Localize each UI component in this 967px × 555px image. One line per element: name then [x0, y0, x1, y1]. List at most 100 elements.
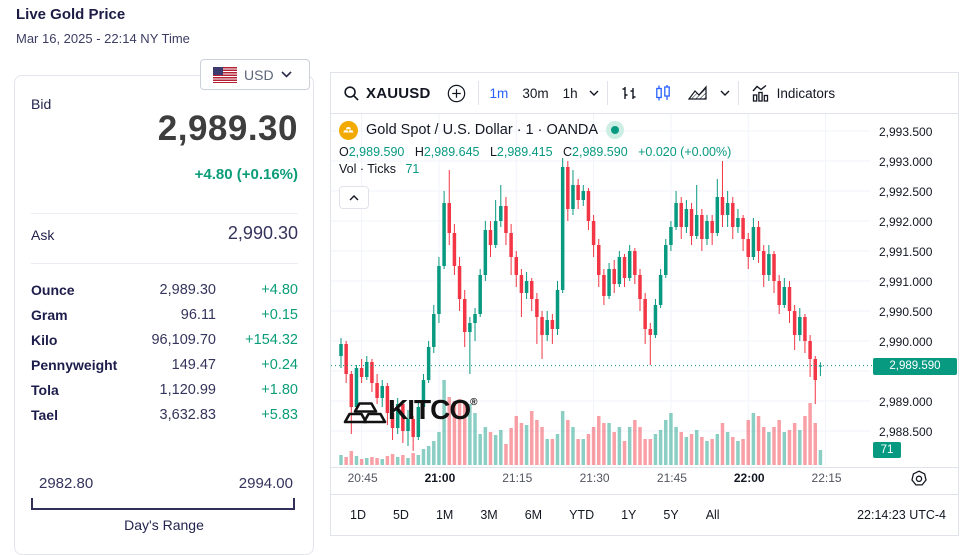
bar-style-bars-button[interactable] [612, 79, 646, 107]
interval-1h[interactable]: 1h [562, 85, 578, 101]
units-table-row: Tael 3,632.83 +5.83 [31, 407, 298, 432]
chevron-down-icon [589, 90, 599, 96]
unit-label: Tael [31, 407, 58, 423]
range-5Y[interactable]: 5Y [663, 508, 679, 522]
chevron-down-icon [720, 90, 730, 96]
quote-card: Bid 2,989.30 +4.80 (+0.16%) Ask 2,990.30… [14, 75, 314, 555]
area-chart-icon [687, 85, 707, 100]
compare-add-button[interactable] [439, 79, 474, 107]
units-table-row: Kilo 96,109.70 +154.32 [31, 332, 298, 357]
kitco-gold-bars-icon [343, 402, 387, 424]
ohlc-bars-icon [622, 87, 636, 99]
price-tick-2989: 2,989.000 [879, 395, 933, 409]
indicators-button[interactable]: Indicators [743, 79, 844, 107]
close-value: 2,989.590 [572, 145, 628, 159]
range-1M[interactable]: 1M [435, 508, 454, 522]
oanda-gold-logo-icon [339, 120, 358, 140]
unit-label: Ounce [31, 282, 75, 298]
price-tick-2991: 2,991.000 [879, 275, 933, 289]
bid-price: 2,989.30 [157, 109, 298, 148]
bar-style-candles-button[interactable] [646, 79, 680, 107]
price-tick-2990.5: 2,990.500 [879, 305, 933, 319]
unit-change: +0.24 [261, 357, 298, 373]
interval-1m[interactable]: 1m [489, 85, 509, 101]
divider [31, 263, 298, 264]
volume-row: Vol · Ticks 71 [339, 162, 738, 176]
volume-value: 71 [405, 162, 420, 176]
time-axis[interactable] [331, 467, 958, 495]
chevron-up-icon [349, 194, 359, 200]
unit-label: Kilo [31, 332, 58, 348]
legend-collapse-button[interactable] [339, 186, 369, 209]
time-tick-22:15: 22:15 [811, 471, 842, 485]
indicators-label: Indicators [776, 85, 836, 101]
page-title: Live Gold Price [16, 6, 126, 23]
price-tick-2993: 2,993.000 [879, 155, 933, 169]
symbol-search-button[interactable]: XAUUSD [335, 79, 439, 107]
range-1D[interactable]: 1D [350, 508, 366, 522]
registered-mark: ® [470, 397, 478, 408]
plus-circle-icon [447, 84, 465, 102]
candles-icon [655, 85, 670, 101]
market-status-icon[interactable] [606, 121, 625, 139]
divider [31, 213, 298, 214]
interval-30m[interactable]: 30m [522, 85, 549, 101]
us-flag-icon [213, 66, 237, 83]
day-range-bar [31, 498, 295, 510]
kitco-watermark: KITCO ® [342, 395, 477, 426]
price-tick-2992.5: 2,992.500 [879, 185, 933, 199]
unit-value: 149.47 [171, 357, 216, 373]
chart-panel: XAUUSD 1m 30m 1h [330, 72, 959, 536]
time-tick-21:00: 21:00 [424, 471, 456, 485]
unit-value: 96,109.70 [151, 332, 216, 348]
range-6M[interactable]: 6M [524, 508, 543, 522]
symbol-title[interactable]: Gold Spot / U.S. Dollar · 1 · OANDA [366, 122, 599, 138]
toolbar-separator [477, 81, 479, 105]
day-range-low: 2982.80 [39, 475, 94, 492]
clock-utc[interactable]: 22:14:23 UTC-4 [857, 508, 946, 522]
currency-selector[interactable]: USD [200, 59, 310, 90]
bid-label: Bid [31, 96, 52, 112]
unit-value: 3,632.83 [159, 407, 216, 423]
interval-group: 1m 30m 1h [483, 86, 585, 101]
high-value: 2,989.645 [423, 145, 480, 159]
unit-label: Tola [31, 382, 59, 398]
price-tick-2992: 2,992.000 [879, 215, 933, 229]
unit-change: +4.80 [261, 282, 298, 298]
range-1Y[interactable]: 1Y [621, 508, 637, 522]
axis-settings-icon[interactable] [909, 469, 929, 489]
current-price-badge: 2,989.590 [873, 358, 957, 376]
current-ticks-badge: 71 [873, 442, 901, 458]
bar-style-area-button[interactable] [680, 79, 716, 107]
bid-change: +4.80 (+0.16%) [194, 166, 298, 183]
interval-menu-button[interactable] [585, 79, 603, 107]
units-table-row: Ounce 2,989.30 +4.80 [31, 282, 298, 307]
change-value: +0.020 (+0.00%) [638, 145, 732, 159]
units-table-row: Pennyweight 149.47 +0.24 [31, 357, 298, 382]
units-table: Ounce 2,989.30 +4.80 Gram 96.11 +0.15 Kilo 96,1… [31, 282, 298, 432]
price-tick-2990: 2,990.000 [879, 335, 933, 349]
ohlc-row: O2,989.590 H2,989.645 L2,989.415 C2,989.… [339, 145, 732, 159]
unit-change: +1.80 [261, 382, 298, 398]
unit-label: Pennyweight [31, 357, 118, 373]
time-tick-21:30: 21:30 [579, 471, 610, 485]
range-5D[interactable]: 5D [392, 508, 409, 522]
chart-footer: 1D 5D 1M 3M 6M YTD 1Y 5Y All 22:14:23 UTC-4 [331, 494, 958, 535]
volume-label: Vol · Ticks [339, 162, 396, 176]
ask-price: 2,990.30 [227, 223, 298, 243]
unit-value: 96.11 [180, 307, 216, 323]
low-value: 2,989.415 [496, 145, 553, 159]
range-group: 1D 5D 1M 3M 6M YTD 1Y 5Y All [343, 508, 727, 522]
chart-plot[interactable] [0, 0, 967, 539]
toolbar-separator [737, 81, 739, 105]
search-icon [344, 85, 359, 101]
range-YTD[interactable]: YTD [569, 508, 595, 522]
range-3M[interactable]: 3M [480, 508, 498, 522]
chart-legend: Gold Spot / U.S. Dollar · 1 · OANDA O2,9… [339, 119, 738, 176]
style-menu-button[interactable] [716, 79, 734, 107]
range-All[interactable]: All [705, 508, 720, 522]
indicators-icon [752, 84, 768, 102]
open-value: 2,989.590 [348, 145, 405, 159]
unit-value: 2,989.30 [159, 282, 216, 298]
units-table-row: Gram 96.11 +0.15 [31, 307, 298, 332]
